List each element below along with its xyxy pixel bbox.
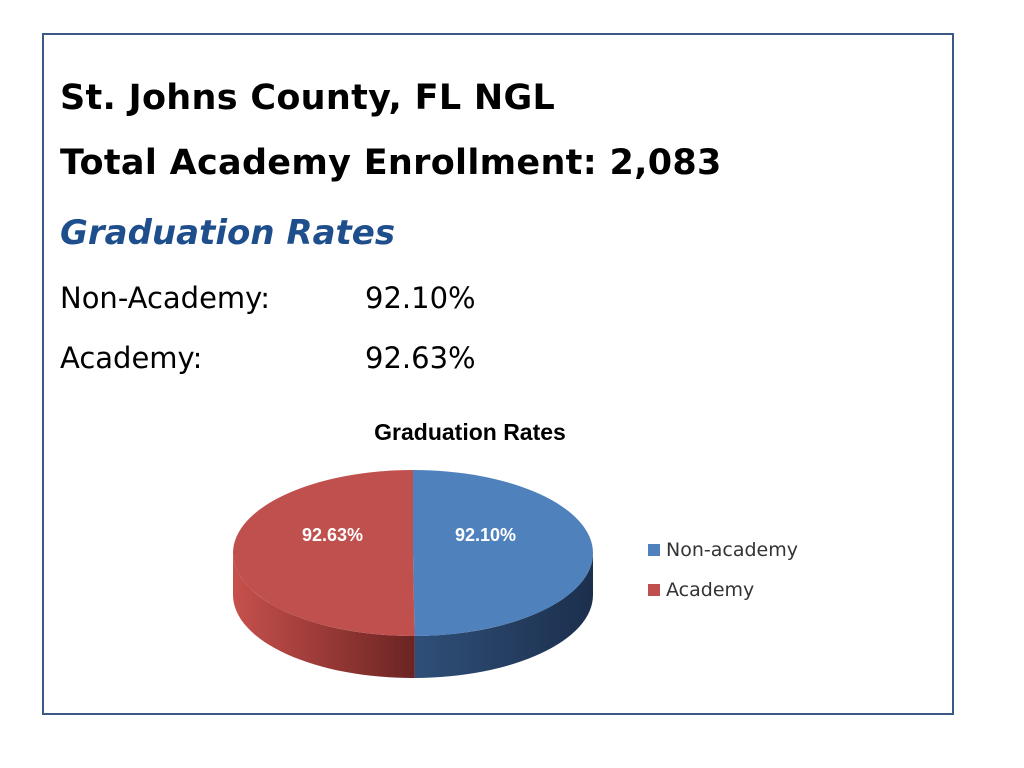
pie-slice-non-academy: [413, 470, 593, 636]
legend-label-academy: Academy: [666, 579, 754, 601]
rate-label-non-academy: Non-Academy:: [60, 281, 271, 315]
slide-subtitle: Graduation Rates: [60, 213, 396, 253]
chart-title: Graduation Rates: [374, 419, 566, 445]
data-label-non-academy: 92.10%: [455, 525, 516, 545]
rate-label-academy: Academy:: [60, 341, 203, 375]
rate-value-non-academy: 92.10%: [365, 281, 476, 315]
slide-frame: [42, 33, 954, 715]
legend-label-non-academy: Non-academy: [666, 539, 798, 561]
legend-swatch-non-academy: [648, 544, 660, 556]
legend-swatch-academy: [648, 584, 660, 596]
pie-side-academy: [232, 553, 415, 678]
pie-chart: Graduation Rates 92.10% 92.63% Non-academ…: [232, 419, 798, 678]
data-label-academy: 92.63%: [302, 525, 363, 545]
pie-slice-academy: [232, 470, 415, 636]
slide-title-line1: St. Johns County, FL NGL: [60, 78, 556, 118]
pie-side-non-academy: [414, 553, 593, 678]
slide-title-line2: Total Academy Enrollment: 2,083: [60, 143, 722, 183]
rate-value-academy: 92.63%: [365, 341, 476, 375]
